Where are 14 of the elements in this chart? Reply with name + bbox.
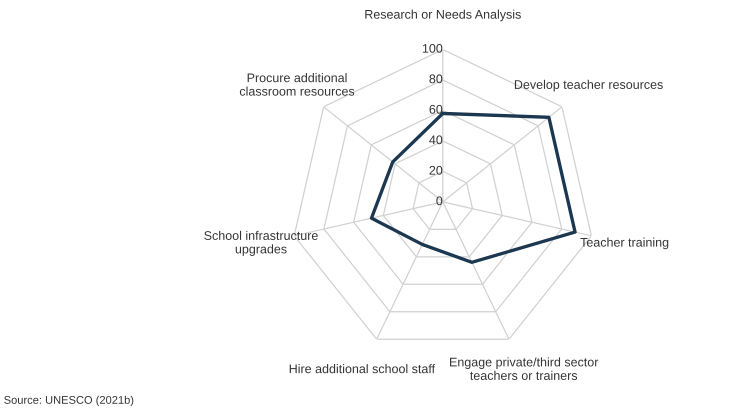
y-tick-label: 40 [429,135,442,144]
source-note: Source: UNESCO (2021b) [4,396,134,406]
spoke-label: Hire additional school staff [290,364,436,374]
y-tick-label: 80 [429,74,442,84]
y-tick-label: 0 [436,196,442,206]
y-tick-label: 20 [430,166,442,175]
spoke-label: Develop teacher resources [514,80,663,92]
spoke-label: Teacher training [580,238,668,250]
y-tick-label: 60 [430,104,442,114]
spoke-label: Procure additional classroom resources [240,73,354,96]
y-tick-label: 100 [422,44,442,53]
spoke-label: Research or Needs Analysis [365,10,521,22]
spoke-label: School infrastructure upgrades [204,230,318,256]
spoke-label: Engage private/third sector teachers or trainers [450,357,598,380]
